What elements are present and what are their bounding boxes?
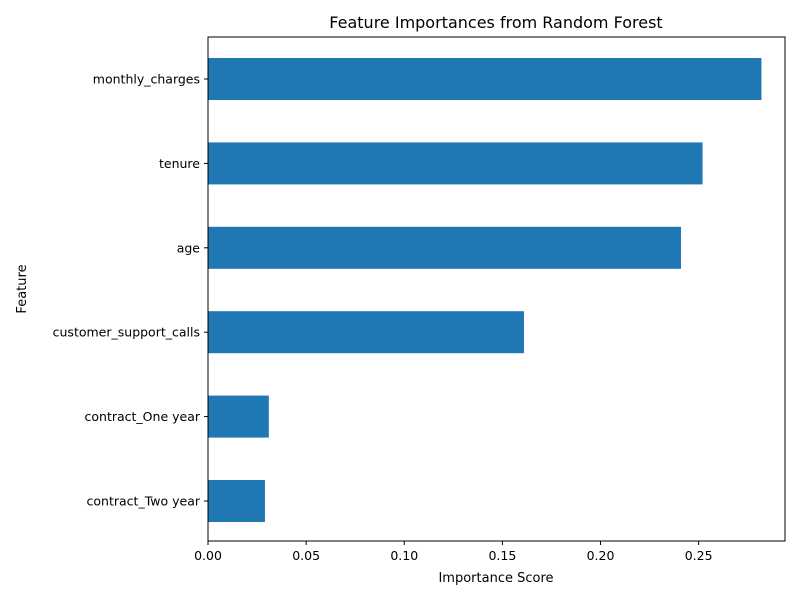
x-tick-label: 0.25 <box>685 548 713 563</box>
bar-age <box>208 226 681 269</box>
y-tick-label: monthly_charges <box>93 72 200 87</box>
bar-monthly-charges <box>208 58 762 100</box>
y-tick-label: contract_One year <box>85 409 201 424</box>
bar-customer-support-calls <box>208 311 524 354</box>
chart-title: Feature Importances from Random Forest <box>329 13 662 32</box>
bars-group <box>208 58 762 522</box>
x-tick-label: 0.05 <box>292 548 320 563</box>
x-axis-label: Importance Score <box>438 571 553 586</box>
x-tick-label: 0.00 <box>194 548 222 563</box>
y-tick-label: tenure <box>159 156 200 171</box>
x-tick-label: 0.15 <box>488 548 516 563</box>
bar-tenure <box>208 142 703 185</box>
y-tick-label: contract_Two year <box>87 494 201 509</box>
x-tick-label: 0.20 <box>587 548 615 563</box>
x-ticks-group: 0.00 0.05 0.10 0.15 0.20 0.25 <box>194 541 713 563</box>
bar-contract-one-year <box>208 395 269 438</box>
plot-frame <box>207 36 786 542</box>
x-tick-label: 0.10 <box>390 548 418 563</box>
bar-contract-two-year <box>208 480 265 522</box>
y-tick-label: customer_support_calls <box>53 325 200 340</box>
y-axis-label: Feature <box>15 264 30 313</box>
y-tick-label: age <box>177 240 201 255</box>
